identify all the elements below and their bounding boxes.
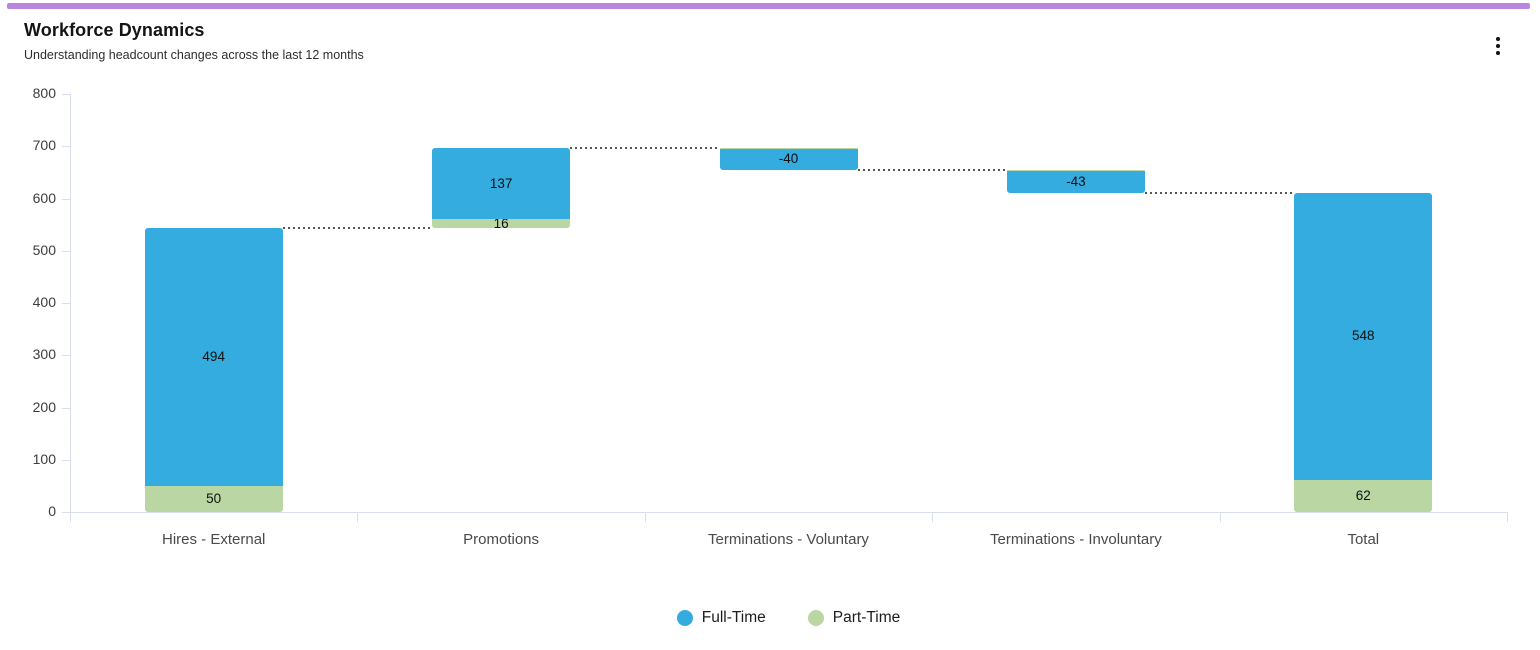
x-tick	[1507, 512, 1508, 522]
bar-segment-full-time-total[interactable]	[1294, 193, 1433, 480]
kebab-menu-icon[interactable]	[1486, 32, 1510, 60]
bar-segment-full-time-terminations-voluntary[interactable]	[719, 148, 858, 170]
x-tick	[1219, 512, 1221, 522]
x-category-label-hires-external: Hires - External	[162, 531, 266, 548]
legend-label-part-time: Part-Time	[832, 609, 901, 626]
bar-label-full-time-promotions: 137	[489, 175, 513, 191]
y-tick-label: 800	[32, 85, 56, 101]
legend-item-full-time[interactable]: Full-Time	[676, 609, 766, 627]
chart-legend: Full-Time Part-Time	[70, 603, 1507, 633]
bar-segment-part-time-terminations-voluntary[interactable]	[719, 147, 858, 150]
legend-label-full-time: Full-Time	[701, 609, 766, 626]
x-category-label-terminations-voluntary: Terminations - Voluntary	[708, 531, 869, 548]
x-tick	[70, 512, 71, 522]
x-tick	[932, 512, 934, 522]
x-axis-line	[70, 512, 1507, 513]
y-tick-label: 600	[32, 189, 56, 206]
bar-label-part-time-total: 62	[1355, 487, 1371, 503]
y-tick	[62, 250, 70, 252]
bar-segment-part-time-promotions[interactable]	[432, 219, 571, 228]
bar-segment-part-time-total[interactable]	[1294, 479, 1433, 512]
bar-segment-part-time-terminations-involuntary[interactable]	[1006, 169, 1145, 172]
kebab-dot	[1496, 37, 1500, 41]
bar-segment-full-time-hires-external[interactable]	[144, 227, 283, 486]
kebab-dot	[1496, 44, 1500, 48]
y-tick	[62, 303, 70, 304]
x-tick	[357, 512, 359, 522]
bar-label-full-time-terminations-voluntary: -40	[778, 151, 799, 167]
connector	[857, 168, 1007, 171]
bar-segment-full-time-terminations-involuntary[interactable]	[1006, 170, 1145, 194]
x-category-label-terminations-involuntary: Terminations - Involuntary	[990, 531, 1162, 548]
chart-title: Workforce Dynamics	[24, 20, 205, 40]
bar-label-full-time-total: 548	[1352, 328, 1375, 344]
y-tick	[62, 146, 70, 148]
kebab-dot	[1496, 51, 1500, 55]
y-tick-label: 0	[48, 503, 56, 519]
bar-label-part-time-hires-external: 50	[206, 490, 222, 506]
legend-dot-part-time	[807, 610, 824, 626]
legend-dot-full-time	[676, 610, 693, 626]
y-tick	[62, 355, 70, 357]
x-category-label-promotions: Promotions	[463, 531, 540, 548]
y-tick	[62, 94, 70, 95]
y-tick-label: 100	[32, 450, 56, 467]
bar-segment-full-time-promotions[interactable]	[432, 147, 571, 220]
y-axis-line	[70, 94, 71, 522]
bar-label-part-time-promotions: 16	[493, 215, 509, 231]
y-tick	[62, 459, 70, 461]
y-tick	[62, 198, 70, 200]
connector	[570, 146, 720, 149]
y-tick-label: 200	[32, 398, 56, 415]
x-category-label-total: Total	[1347, 531, 1380, 548]
bar-segment-part-time-hires-external[interactable]	[144, 485, 283, 512]
chart-subtitle: Understanding headcount changes across t…	[24, 48, 364, 62]
connector	[1144, 192, 1295, 195]
bar-label-full-time-terminations-involuntary: -43	[1066, 174, 1086, 190]
accent-bar	[7, 3, 1530, 9]
legend-item-part-time[interactable]: Part-Time	[807, 609, 901, 627]
y-tick-label: 400	[32, 294, 56, 310]
y-tick-label: 500	[32, 241, 56, 258]
y-tick	[62, 407, 70, 409]
bar-label-full-time-hires-external: 494	[202, 348, 225, 364]
x-tick	[644, 512, 646, 522]
y-tick-label: 300	[32, 346, 56, 363]
y-tick-label: 700	[32, 137, 56, 154]
y-tick	[62, 512, 70, 513]
connector	[282, 226, 433, 229]
